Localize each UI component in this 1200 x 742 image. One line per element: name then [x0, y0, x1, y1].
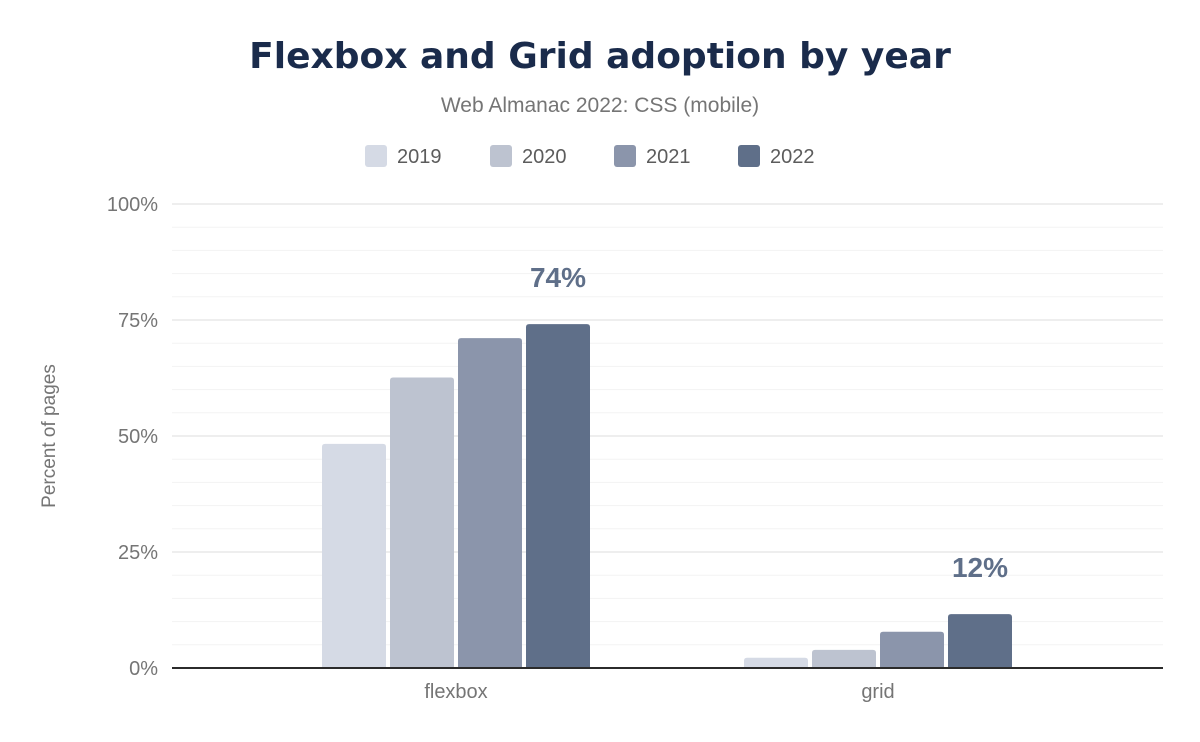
legend-swatch	[738, 145, 760, 167]
bar-grid-2022[interactable]	[948, 614, 1012, 668]
y-tick-label: 25%	[118, 542, 158, 564]
legend-label: 2021	[646, 146, 691, 168]
bar-flexbox-2020[interactable]	[390, 377, 454, 668]
y-tick-label: 50%	[118, 426, 158, 448]
bar-grid-2020[interactable]	[812, 649, 876, 668]
chart-title: Flexbox and Grid adoption by year	[249, 36, 951, 77]
y-axis-label: Percent of pages	[39, 364, 60, 508]
bars	[322, 324, 1012, 668]
legend-item[interactable]: 2022	[738, 145, 815, 168]
legend-item[interactable]: 2021	[614, 145, 691, 168]
x-tick-label: grid	[861, 681, 894, 703]
bar-grid-2021[interactable]	[880, 631, 944, 668]
legend-swatch	[365, 145, 387, 167]
x-tick-label: flexbox	[424, 681, 487, 703]
y-tick-label: 75%	[118, 310, 158, 332]
legend-label: 2019	[397, 146, 442, 168]
bar-flexbox-2021[interactable]	[458, 338, 522, 668]
data-labels: 74% 12%	[530, 262, 1008, 583]
legend-swatch	[490, 145, 512, 167]
data-label: 74%	[530, 262, 586, 293]
bar-flexbox-2022[interactable]	[526, 324, 590, 668]
legend: 2019 2020 2021 2022	[365, 145, 815, 168]
gridlines	[172, 203, 1163, 646]
y-tick-label: 100%	[107, 194, 158, 216]
y-axis-ticks: 0% 25% 50% 75% 100%	[107, 194, 158, 680]
x-axis-ticks: flexbox grid	[424, 681, 894, 703]
y-tick-label: 0%	[129, 658, 158, 680]
legend-label: 2020	[522, 146, 567, 168]
legend-label: 2022	[770, 146, 815, 168]
legend-item[interactable]: 2020	[490, 145, 567, 168]
bar-grid-2019[interactable]	[744, 657, 808, 668]
data-label: 12%	[952, 552, 1008, 583]
bar-flexbox-2019[interactable]	[322, 443, 386, 668]
chart-subtitle: Web Almanac 2022: CSS (mobile)	[441, 94, 759, 117]
legend-item[interactable]: 2019	[365, 145, 442, 168]
legend-swatch	[614, 145, 636, 167]
